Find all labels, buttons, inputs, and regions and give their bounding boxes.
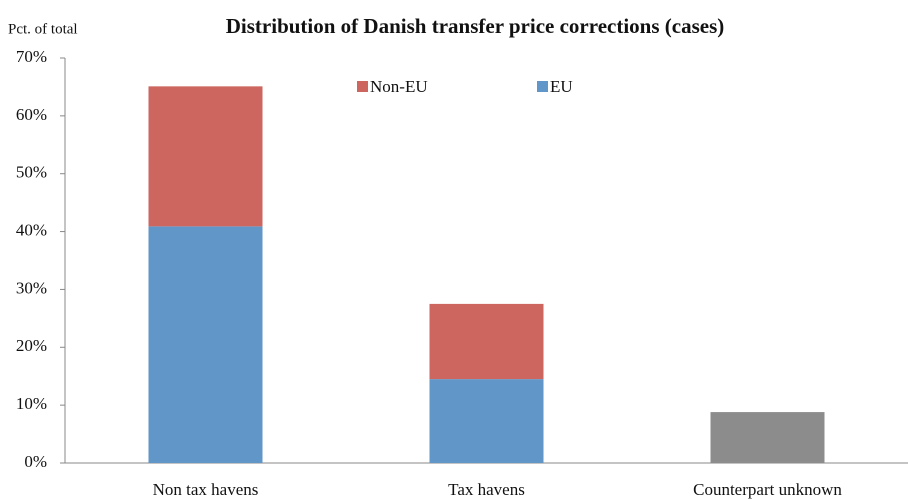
x-tick-label: Counterpart unknown (693, 480, 842, 499)
y-tick-label: 0% (24, 452, 47, 471)
bar-segment (148, 86, 263, 227)
bar-segment (429, 379, 544, 463)
legend-swatch (537, 81, 548, 92)
y-axis-label: Pct. of total (8, 21, 78, 37)
y-tick-label: 70% (16, 47, 47, 66)
y-tick-label: 30% (16, 278, 47, 297)
chart-title: Distribution of Danish transfer price co… (226, 14, 724, 38)
x-tick-label: Tax havens (448, 480, 525, 499)
x-tick-label: Non tax havens (153, 480, 259, 499)
legend-label: Non-EU (370, 77, 428, 96)
bar-segment (710, 412, 825, 463)
y-tick-label: 60% (16, 105, 47, 124)
bar-segment (148, 226, 263, 463)
bar-segment (429, 303, 544, 380)
legend-swatch (357, 81, 368, 92)
y-tick-label: 40% (16, 220, 47, 239)
y-tick-label: 50% (16, 163, 47, 182)
y-tick-label: 20% (16, 336, 47, 355)
legend-label: EU (550, 77, 573, 96)
y-tick-label: 10% (16, 394, 47, 413)
